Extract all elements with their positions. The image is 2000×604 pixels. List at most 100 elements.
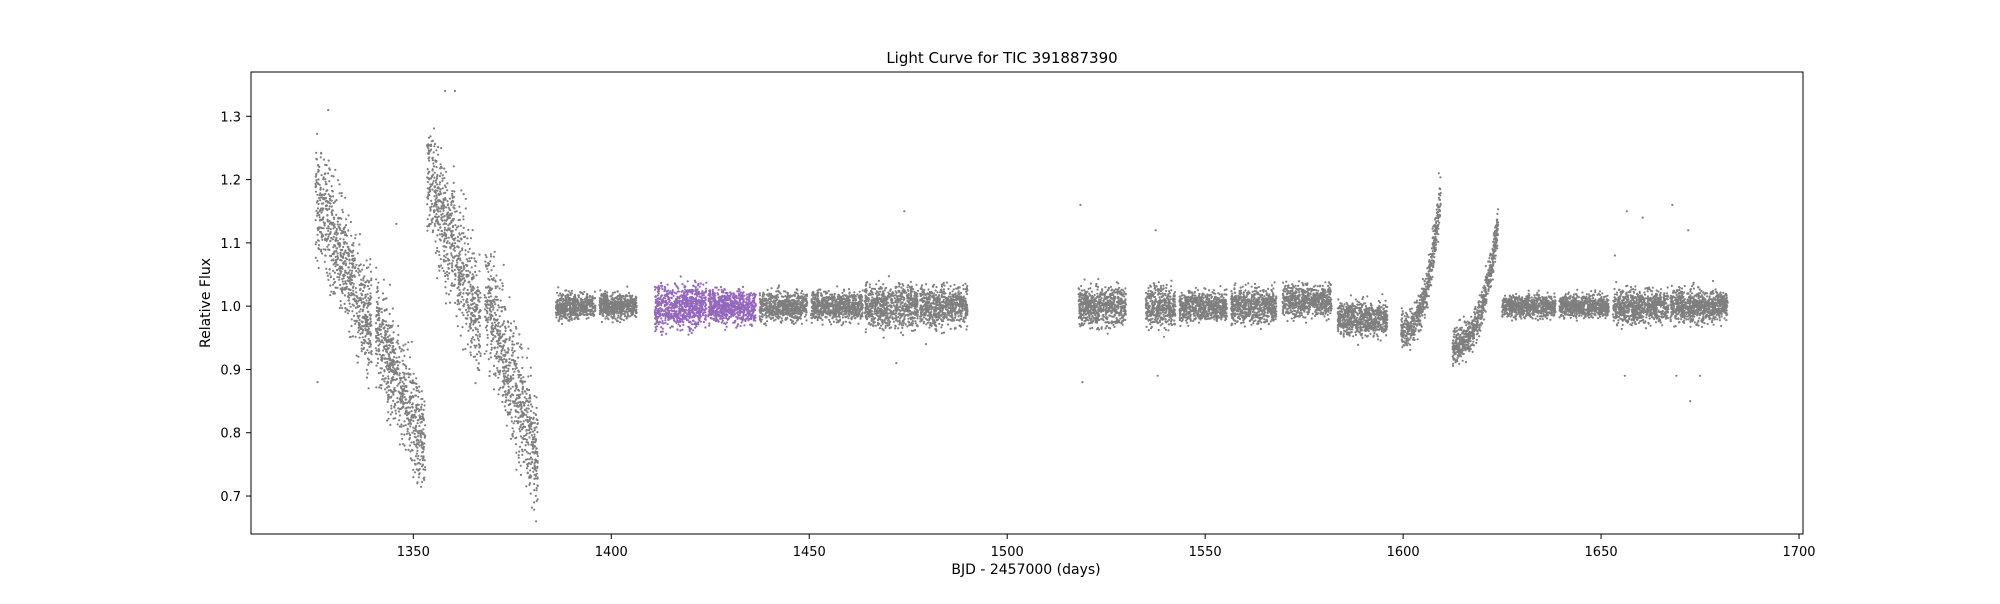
data-point [467,228,470,231]
data-point [627,299,631,302]
data-point [461,248,464,252]
data-point [474,264,477,267]
data-point [358,269,361,272]
data-point [422,468,425,471]
data-point [471,307,474,310]
data-point [502,320,506,323]
data-point [513,363,516,366]
data-point [788,314,791,317]
data-point [391,324,394,327]
data-point [344,286,347,289]
data-point [633,305,636,308]
data-point [531,430,535,433]
data-point [530,506,534,509]
data-point [403,396,406,399]
data-point [463,242,466,245]
data-point [442,254,446,257]
data-point [430,199,433,202]
data-point [583,290,586,293]
data-point [399,395,402,398]
data-point [397,342,400,345]
chart-title: Light Curve for TIC 391887390 [886,49,1117,67]
data-point [520,441,524,444]
data-point [347,266,350,269]
data-point [471,329,475,332]
data-point [469,322,472,326]
data-point [579,314,582,317]
data-point [366,319,369,322]
data-point [382,374,385,377]
data-point [420,443,423,446]
data-point [433,142,437,146]
data-point [444,274,447,278]
data-point [369,322,372,326]
data-point [805,311,808,314]
data-point [326,245,329,248]
data-point [467,250,470,253]
data-point [332,224,336,227]
data-point [487,296,490,299]
data-point [506,351,509,354]
data-point [580,291,584,295]
data-point [434,240,437,243]
data-point [321,209,324,212]
data-point [314,190,318,193]
data-point [366,285,369,288]
series-0-segment-1 [374,266,427,488]
data-point [496,366,499,370]
data-point [810,317,813,320]
data-point [478,333,481,336]
data-point [324,183,327,186]
data-point [477,321,480,324]
data-point [419,429,423,432]
data-point [793,299,796,302]
data-point [797,306,800,309]
data-point [377,348,380,351]
data-point [572,303,575,307]
data-point [412,476,415,479]
data-point [468,260,472,263]
data-point [525,429,528,432]
data-point [564,294,567,297]
data-point [440,207,443,210]
data-point [381,378,384,381]
data-point [431,188,434,191]
data-point [428,159,431,162]
data-point [348,302,351,305]
data-point [599,312,602,315]
data-point [438,175,441,178]
data-point [386,327,389,330]
data-point [517,393,520,397]
data-point [362,338,365,341]
data-point [339,304,342,307]
data-point [601,300,604,303]
data-point [349,220,352,224]
data-point [352,285,355,288]
data-point [517,454,520,457]
data-point [606,291,609,294]
data-point [367,281,370,284]
data-point [328,220,331,223]
data-point [354,299,357,302]
data-point [351,335,354,338]
data-point [314,219,317,222]
data-point [448,262,451,265]
data-point [408,444,411,447]
data-point [396,397,399,400]
data-point [785,307,788,310]
data-point [405,432,408,435]
data-point [459,334,462,337]
data-point [484,296,488,299]
data-point [525,450,528,453]
data-point [487,303,490,306]
data-point [366,328,369,331]
data-point [355,269,358,273]
data-point [507,385,510,388]
data-point [438,269,441,272]
data-point [591,296,594,299]
data-point [393,406,396,409]
data-point [416,449,419,452]
data-point [386,380,389,383]
data-point [495,298,498,301]
data-point [338,183,341,186]
